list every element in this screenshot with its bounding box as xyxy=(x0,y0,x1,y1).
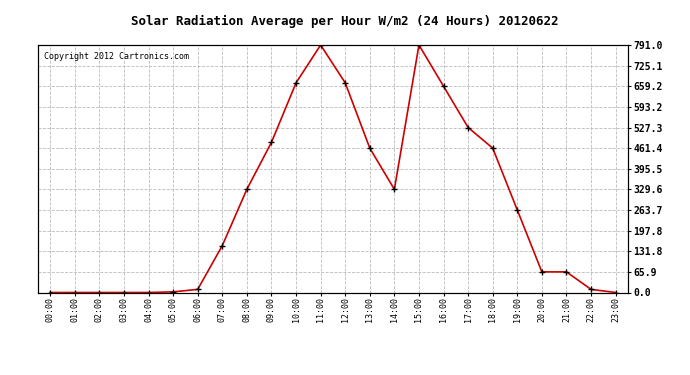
Text: Copyright 2012 Cartronics.com: Copyright 2012 Cartronics.com xyxy=(44,53,189,62)
Text: Solar Radiation Average per Hour W/m2 (24 Hours) 20120622: Solar Radiation Average per Hour W/m2 (2… xyxy=(131,15,559,28)
